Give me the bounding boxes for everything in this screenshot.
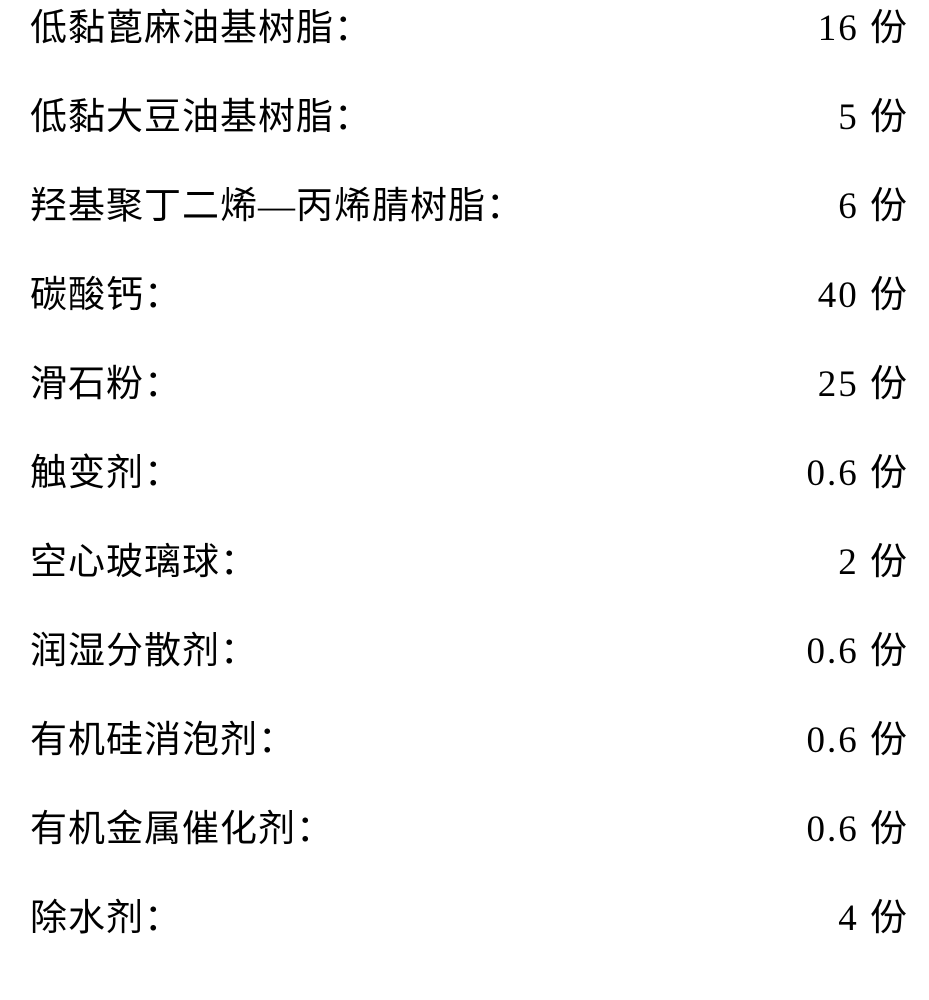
list-item: 除水剂： 4 份 (30, 900, 909, 937)
ingredient-label: 有机硅消泡剂： (30, 722, 296, 759)
list-item: 羟基聚丁二烯—丙烯腈树脂： 6 份 (30, 188, 909, 225)
list-item: 润湿分散剂： 0.6 份 (30, 633, 909, 670)
ingredient-label: 低黏大豆油基树脂： (30, 99, 372, 136)
ingredient-label: 碳酸钙： (30, 277, 182, 314)
list-item: 触变剂： 0.6 份 (30, 455, 909, 492)
ingredient-label: 羟基聚丁二烯—丙烯腈树脂： (30, 188, 524, 225)
list-item: 碳酸钙： 40 份 (30, 277, 909, 314)
ingredient-value: 25 份 (818, 366, 909, 403)
ingredient-value: 0.6 份 (807, 722, 910, 759)
ingredient-label: 滑石粉： (30, 366, 182, 403)
ingredient-label: 有机金属催化剂： (30, 811, 334, 848)
list-item: 有机硅消泡剂： 0.6 份 (30, 722, 909, 759)
ingredient-value: 16 份 (818, 10, 909, 47)
ingredient-value: 0.6 份 (807, 455, 910, 492)
list-item: 低黏大豆油基树脂： 5 份 (30, 99, 909, 136)
ingredient-value: 40 份 (818, 277, 909, 314)
list-item: 有机金属催化剂： 0.6 份 (30, 811, 909, 848)
list-item: 滑石粉： 25 份 (30, 366, 909, 403)
ingredient-value: 2 份 (838, 544, 909, 581)
list-item: 空心玻璃球： 2 份 (30, 544, 909, 581)
ingredient-label: 除水剂： (30, 900, 182, 937)
ingredient-list: 低黏蓖麻油基树脂： 16 份 低黏大豆油基树脂： 5 份 羟基聚丁二烯—丙烯腈树… (30, 10, 909, 937)
list-item: 低黏蓖麻油基树脂： 16 份 (30, 10, 909, 47)
ingredient-label: 低黏蓖麻油基树脂： (30, 10, 372, 47)
ingredient-value: 4 份 (838, 900, 909, 937)
ingredient-label: 润湿分散剂： (30, 633, 258, 670)
ingredient-label: 触变剂： (30, 455, 182, 492)
ingredient-value: 5 份 (838, 99, 909, 136)
ingredient-value: 0.6 份 (807, 633, 910, 670)
ingredient-value: 0.6 份 (807, 811, 910, 848)
ingredient-value: 6 份 (838, 188, 909, 225)
ingredient-label: 空心玻璃球： (30, 544, 258, 581)
